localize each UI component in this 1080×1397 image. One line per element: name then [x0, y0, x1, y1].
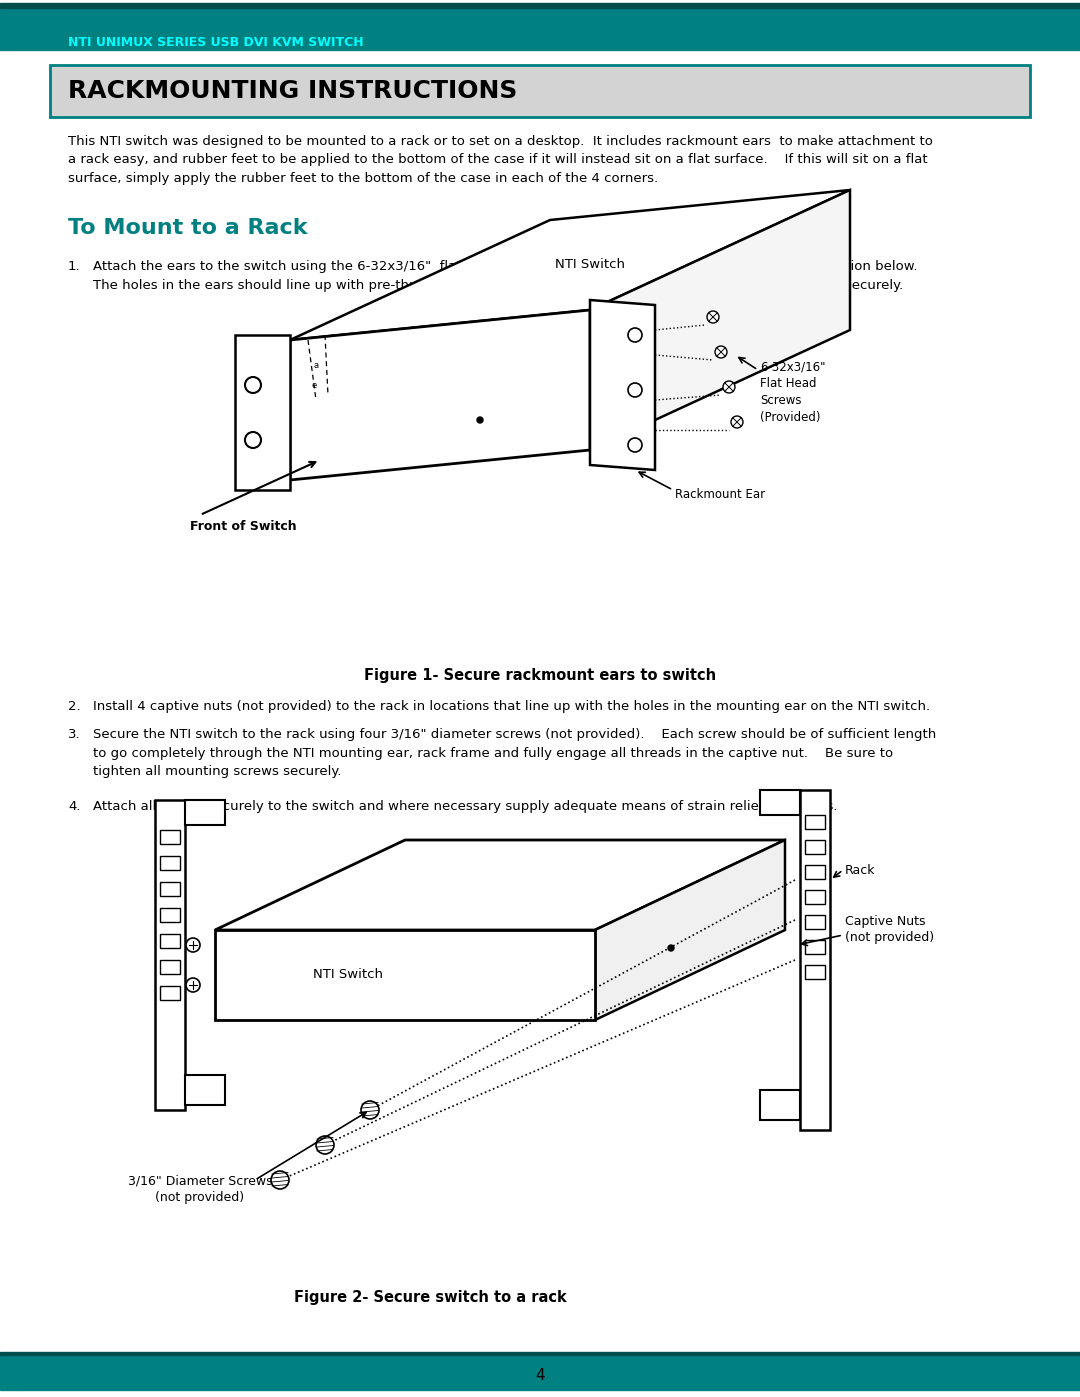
Text: NTI UNIMUX SERIES USB DVI KVM SWITCH: NTI UNIMUX SERIES USB DVI KVM SWITCH: [68, 35, 364, 49]
Text: This NTI switch was designed to be mounted to a rack or to set on a desktop.  It: This NTI switch was designed to be mount…: [68, 136, 933, 184]
Polygon shape: [595, 840, 785, 1020]
Polygon shape: [235, 335, 291, 490]
Text: 1.: 1.: [68, 260, 81, 272]
Bar: [805, 840, 825, 854]
Text: 4: 4: [536, 1368, 544, 1383]
Bar: [160, 908, 180, 922]
Circle shape: [723, 381, 735, 393]
Text: Figure 1- Secure rackmount ears to switch: Figure 1- Secure rackmount ears to switc…: [364, 668, 716, 683]
Bar: [160, 882, 180, 895]
Bar: [160, 960, 180, 974]
Text: NTI Switch: NTI Switch: [555, 258, 625, 271]
Circle shape: [245, 377, 261, 393]
Bar: [760, 789, 800, 814]
Text: NTI Switch: NTI Switch: [313, 968, 383, 982]
Circle shape: [361, 1101, 379, 1119]
Text: To Mount to a Rack: To Mount to a Rack: [68, 218, 308, 237]
Bar: [805, 915, 825, 929]
Text: Rack: Rack: [845, 863, 876, 876]
Bar: [0, 3, 1080, 8]
Bar: [160, 935, 180, 949]
Bar: [160, 830, 180, 844]
Bar: [805, 965, 825, 979]
Circle shape: [245, 432, 261, 448]
Bar: [805, 890, 825, 904]
Text: Captive Nuts
(not provided): Captive Nuts (not provided): [845, 915, 934, 944]
Circle shape: [627, 328, 642, 342]
Bar: [800, 789, 831, 1130]
Polygon shape: [291, 190, 850, 339]
Bar: [160, 856, 180, 870]
Circle shape: [316, 1136, 334, 1154]
Circle shape: [707, 312, 719, 323]
Bar: [0, 1355, 1080, 1390]
Text: 6-32x3/16"
Flat Head
Screws
(Provided): 6-32x3/16" Flat Head Screws (Provided): [760, 360, 825, 425]
Text: Install 4 captive nuts (not provided) to the rack in locations that line up with: Install 4 captive nuts (not provided) to…: [93, 700, 930, 712]
Polygon shape: [215, 840, 785, 930]
Text: 3.: 3.: [68, 728, 81, 740]
Circle shape: [627, 439, 642, 453]
Text: Figure 2- Secure switch to a rack: Figure 2- Secure switch to a rack: [294, 1289, 566, 1305]
Circle shape: [186, 937, 200, 951]
Circle shape: [669, 944, 674, 951]
Text: 3/16" Diameter Screws
(not provided): 3/16" Diameter Screws (not provided): [127, 1175, 272, 1204]
Text: 2.: 2.: [68, 700, 81, 712]
Circle shape: [477, 416, 483, 423]
Bar: [156, 800, 185, 1111]
Text: Secure the NTI switch to the rack using four 3/16" diameter screws (not provided: Secure the NTI switch to the rack using …: [93, 728, 936, 778]
Bar: [805, 814, 825, 828]
Circle shape: [186, 978, 200, 992]
Bar: [50, 66, 1030, 117]
Bar: [160, 986, 180, 1000]
Bar: [760, 1090, 800, 1120]
Circle shape: [627, 383, 642, 397]
Text: 4.: 4.: [68, 800, 81, 813]
Polygon shape: [590, 300, 654, 469]
Text: Attach the ears to the switch using the 6-32x3/16"  flat Phillips-head screws (6: Attach the ears to the switch using the …: [93, 260, 918, 292]
Polygon shape: [291, 310, 590, 481]
Bar: [0, 8, 1080, 50]
Bar: [0, 1352, 1080, 1355]
Bar: [50, 66, 1030, 117]
Text: RACKMOUNTING INSTRUCTIONS: RACKMOUNTING INSTRUCTIONS: [68, 80, 517, 103]
Bar: [805, 940, 825, 954]
Text: Front of Switch: Front of Switch: [190, 521, 297, 534]
Text: a: a: [314, 360, 319, 370]
Bar: [805, 865, 825, 879]
Bar: [185, 800, 225, 826]
Bar: [185, 1076, 225, 1105]
Polygon shape: [215, 930, 595, 1020]
Text: Rackmount Ear: Rackmount Ear: [675, 489, 765, 502]
Text: Attach all cables securely to the switch and where necessary supply adequate mea: Attach all cables securely to the switch…: [93, 800, 837, 813]
Circle shape: [271, 1171, 289, 1189]
Polygon shape: [590, 190, 850, 450]
Circle shape: [715, 346, 727, 358]
Text: e: e: [312, 381, 318, 390]
Circle shape: [731, 416, 743, 427]
